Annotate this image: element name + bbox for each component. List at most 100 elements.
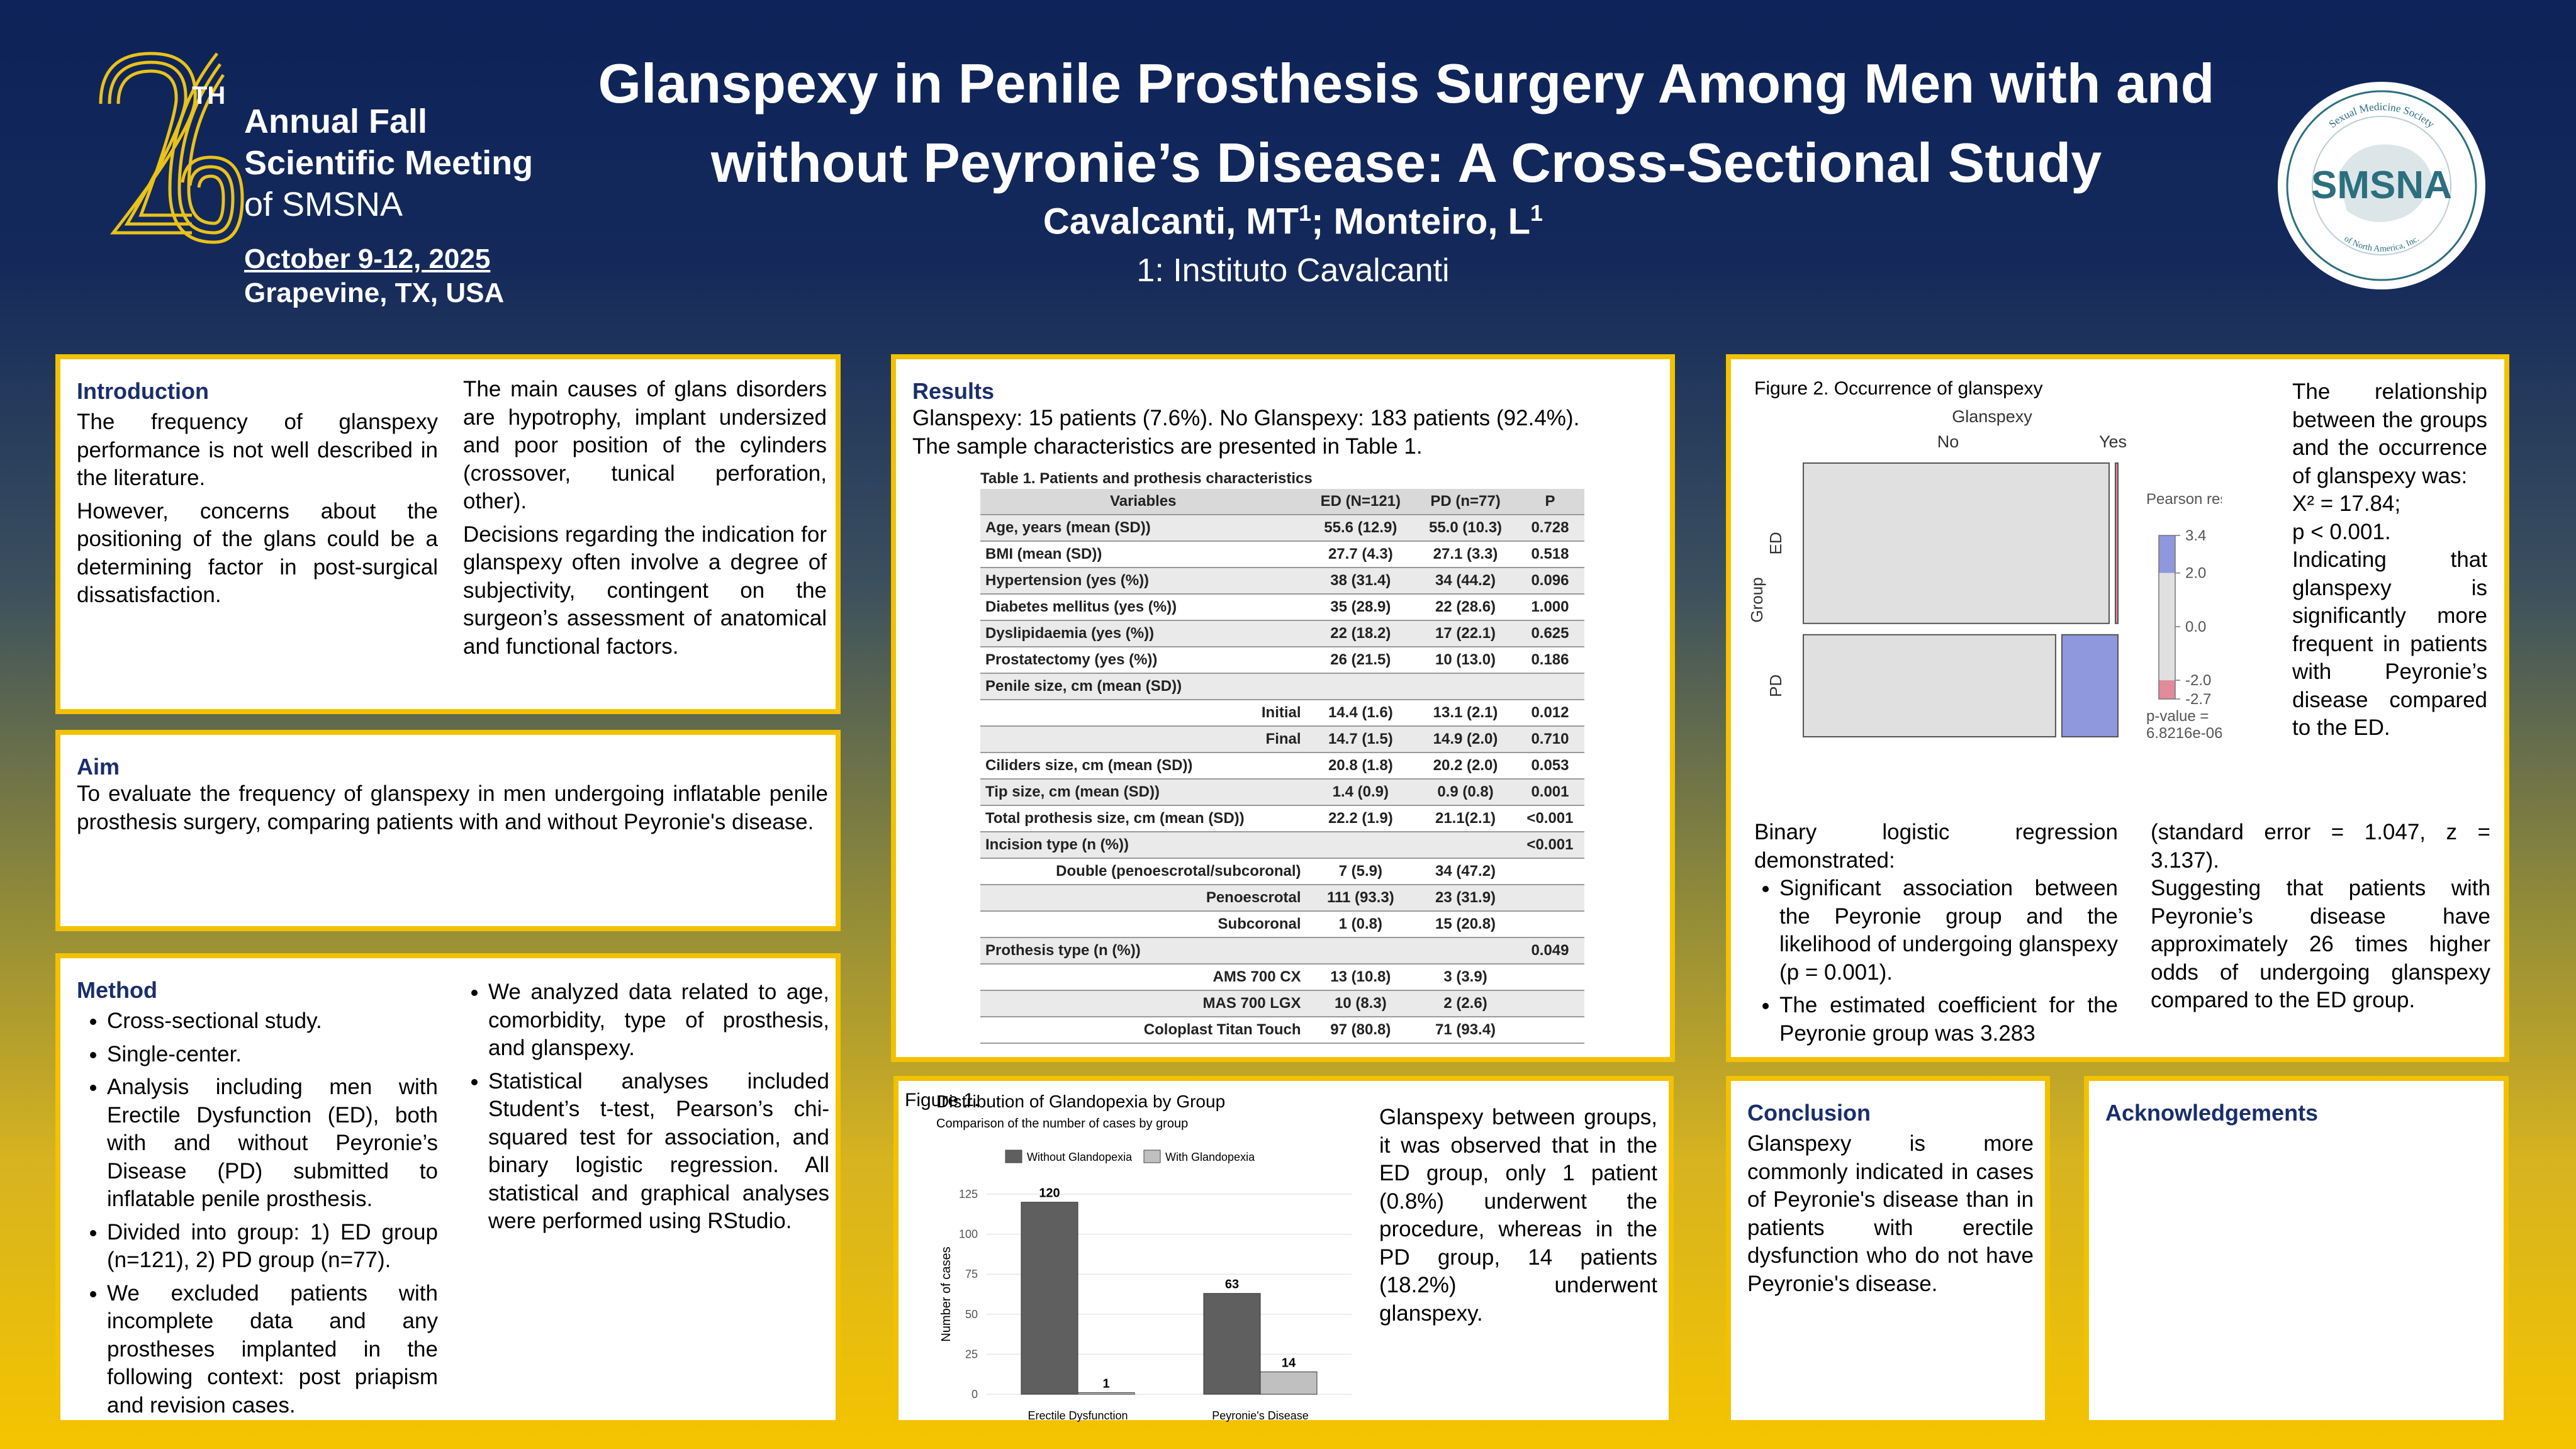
bar (1077, 1392, 1135, 1395)
legend-swatch (1005, 1150, 1022, 1163)
table-cell: 0.186 (1515, 647, 1584, 674)
table-cell: 20.8 (1.8) (1306, 752, 1416, 780)
table-row: Initial 14.4 (1.6) 13.1 (2.1) 0.012 (980, 700, 1584, 727)
table-cell (1515, 1017, 1584, 1044)
table-cell: 13.1 (2.1) (1415, 700, 1516, 727)
figure1-text: Glanspexy between groups, it was observe… (1379, 1105, 1657, 1326)
table-row: AMS 700 CX 13 (10.8) 3 (3.9) (980, 964, 1584, 991)
table-cell (1515, 964, 1584, 991)
meeting-date: October 9-12, 2025 (244, 243, 491, 274)
table-cell: 27.7 (4.3) (1306, 541, 1416, 568)
seal-abbr: SMSNA (2311, 164, 2452, 207)
intro-p2: However, concerns about the positioning … (77, 498, 438, 608)
authors: Cavalcanti, MT1; Monteiro, L1 (881, 200, 1705, 242)
table-header-cell: P (1515, 489, 1584, 515)
mosaic-title: Glanspexy (1952, 407, 2032, 426)
legend-label: Without Glandopexia (1027, 1151, 1133, 1163)
bar-chart: Distribution of Glandopexia by Group Comp… (936, 1092, 1352, 1427)
aim-text: To evaluate the frequency of glanspexy i… (77, 781, 828, 834)
mosaic-pvalue: 6.8216e-06 (2146, 725, 2222, 742)
table-cell (1415, 937, 1516, 965)
table-cell: Ciliders size, cm (mean (SD)) (980, 752, 1306, 780)
table-cell: 17 (22.1) (1415, 620, 1516, 647)
y-tick-label: 0 (972, 1388, 978, 1401)
legend-tick-label: 2.0 (2185, 565, 2206, 582)
table-cell: 23 (31.9) (1415, 885, 1516, 912)
chi-square-value: X² = 17.84; (2292, 491, 2401, 516)
table-cell: 26 (21.5) (1306, 647, 1416, 674)
p-value-text: p < 0.001. (2292, 519, 2391, 544)
method-heading: Method (77, 977, 157, 1003)
table-row: Prothesis type (n (%)) 0.049 (980, 937, 1584, 965)
title-line-2: without Peyronie’s Disease: A Cross-Sect… (710, 131, 2102, 194)
table-cell (1306, 832, 1416, 859)
y-tick-label: 75 (965, 1268, 978, 1280)
table-cell: 55.6 (12.9) (1306, 515, 1416, 542)
table-cell: Incision type (n (%)) (980, 832, 1306, 859)
meeting-line-2: Scientific Meeting (244, 144, 534, 182)
intro-p1: The frequency of glanspexy performance i… (77, 410, 438, 490)
figure2-caption: Figure 2. Occurrence of glanspexy (1754, 378, 2043, 399)
table-cell: Final (980, 726, 1306, 753)
table-cell: 0.728 (1515, 515, 1584, 542)
figure1-panel: Figure 1. Distribution of Glandopexia by… (893, 1076, 1674, 1427)
x-tick-label: Erectile Dysfunction (1028, 1409, 1128, 1422)
table-cell: 111 (93.3) (1306, 885, 1416, 912)
bar (1203, 1293, 1261, 1395)
table-cell: 0.518 (1515, 541, 1584, 568)
table-1: Table 1. Patients and prothesis characte… (980, 470, 1584, 1044)
table-cell: 1.4 (0.9) (1306, 779, 1416, 806)
mosaic-col-label: No (1937, 432, 1959, 451)
acknowledgements-panel: Acknowledgements (2084, 1076, 2509, 1425)
method-item: Single-center. (107, 1041, 438, 1069)
conclusion-content: Conclusion Glanspexy is more commonly in… (1747, 1100, 2034, 1298)
table-cell (1515, 858, 1584, 885)
results-heading: Results (912, 378, 995, 404)
table-cell (1306, 673, 1416, 700)
table-cell: Tip size, cm (mean (SD)) (980, 779, 1306, 806)
table-cell: 3 (3.9) (1415, 964, 1516, 991)
table-cell (1415, 832, 1516, 859)
table-header-row: Variables ED (N=121) PD (n=77) P (980, 489, 1584, 515)
meeting-dates: October 9-12, 2025 Grapevine, TX, USA (244, 242, 504, 310)
table-cell: 15 (20.8) (1415, 911, 1516, 938)
method-panel: Method Cross-sectional study. Single-cen… (55, 953, 841, 1425)
mosaic-row-label: PD (1766, 674, 1785, 697)
mosaic-col-label: Yes (2099, 432, 2127, 451)
table-cell: Hypertension (yes (%)) (980, 568, 1306, 595)
introduction-heading: Introduction (77, 378, 209, 404)
table-row: Incision type (n (%)) <0.001 (980, 832, 1584, 859)
legend-frame (2158, 535, 2176, 700)
table-cell: Double (penoescrotal/subcoronal) (980, 858, 1306, 885)
relationship-text: The relationship between the groups and … (2292, 379, 2487, 488)
indication-text: Indicating that glanspexy is significant… (2292, 547, 2487, 740)
method-item: We excluded patients with incomplete dat… (107, 1280, 438, 1420)
author-2-affil: 1 (1530, 200, 1543, 226)
intro-p4: Decisions regarding the indication for g… (463, 522, 827, 659)
table-row: Penile size, cm (mean (SD)) (980, 673, 1584, 700)
mosaic-plot: Glanspexy Group No Yes ED PD Pearson residuals… (1747, 407, 2222, 742)
regression-item: Significant association between the Peyr… (1779, 875, 2118, 987)
y-axis-label: Number of cases (939, 1246, 953, 1341)
method-column-2: We analyzed data related to age, comorbi… (458, 978, 829, 1241)
table-cell: 20.2 (2.0) (1415, 752, 1516, 780)
regression-list: Significant association between the Peyr… (1754, 875, 2118, 1048)
table-cell: 0.096 (1515, 568, 1584, 595)
table-cell: 1 (0.8) (1306, 911, 1416, 938)
method-list-2: We analyzed data related to age, comorbi… (458, 978, 829, 1236)
legend-swatch (1143, 1150, 1161, 1163)
table-cell: Penoescrotal (980, 885, 1306, 912)
table-cell: 7 (5.9) (1306, 858, 1416, 885)
table-cell: Prothesis type (n (%)) (980, 937, 1306, 965)
mosaic-cell (2114, 462, 2119, 624)
table-cell: BMI (mean (SD)) (980, 541, 1306, 568)
table-cell: 10 (8.3) (1306, 990, 1416, 1017)
results-panel: Results Glanspexy: 15 patients (7.6%). N… (891, 354, 1675, 1062)
legend-tick-label: 0.0 (2185, 618, 2206, 635)
table-cell: 14.4 (1.6) (1306, 700, 1416, 727)
table-cell: 14.9 (2.0) (1415, 726, 1516, 753)
table-cell: 97 (80.8) (1306, 1017, 1416, 1044)
anniversary-26-logo (99, 52, 244, 244)
table-cell: 0.710 (1515, 726, 1584, 753)
bar (1021, 1202, 1078, 1395)
